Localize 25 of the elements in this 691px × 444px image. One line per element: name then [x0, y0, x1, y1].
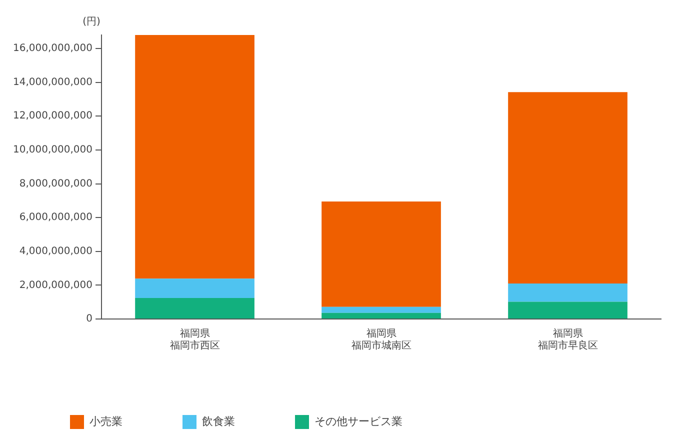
bar: [135, 35, 254, 279]
bar: [322, 312, 441, 318]
x-tick-label: 福岡県福岡市早良区: [538, 328, 598, 352]
x-tick-label: 福岡県福岡市西区: [170, 328, 220, 352]
y-tick-label: 10,000,000,000: [12, 144, 93, 156]
bar: [135, 278, 254, 298]
legend-label: その他サービス業: [314, 414, 402, 428]
bar: [508, 92, 628, 284]
y-tick-label: 0: [86, 314, 93, 325]
y-tick-label: 6,000,000,000: [19, 212, 93, 224]
y-axis-title: (円): [82, 16, 101, 28]
bar: [322, 202, 441, 307]
bar: [135, 298, 254, 318]
legend-label: 飲食業: [202, 414, 235, 428]
legend-label: 小売業: [90, 414, 122, 428]
y-tick-label: 14,000,000,000: [12, 76, 93, 88]
y-tick-label: 12,000,000,000: [12, 110, 93, 122]
y-tick-label: 8,000,000,000: [19, 178, 93, 190]
y-tick-label: 4,000,000,000: [19, 246, 93, 257]
y-tick-label: 16,000,000,000: [12, 43, 93, 54]
x-tick-label: 福岡県福岡市城南区: [351, 328, 412, 352]
bar: [322, 306, 441, 313]
bar: [508, 284, 628, 302]
bar: [508, 302, 628, 318]
y-tick-label: 2,000,000,000: [19, 280, 93, 291]
